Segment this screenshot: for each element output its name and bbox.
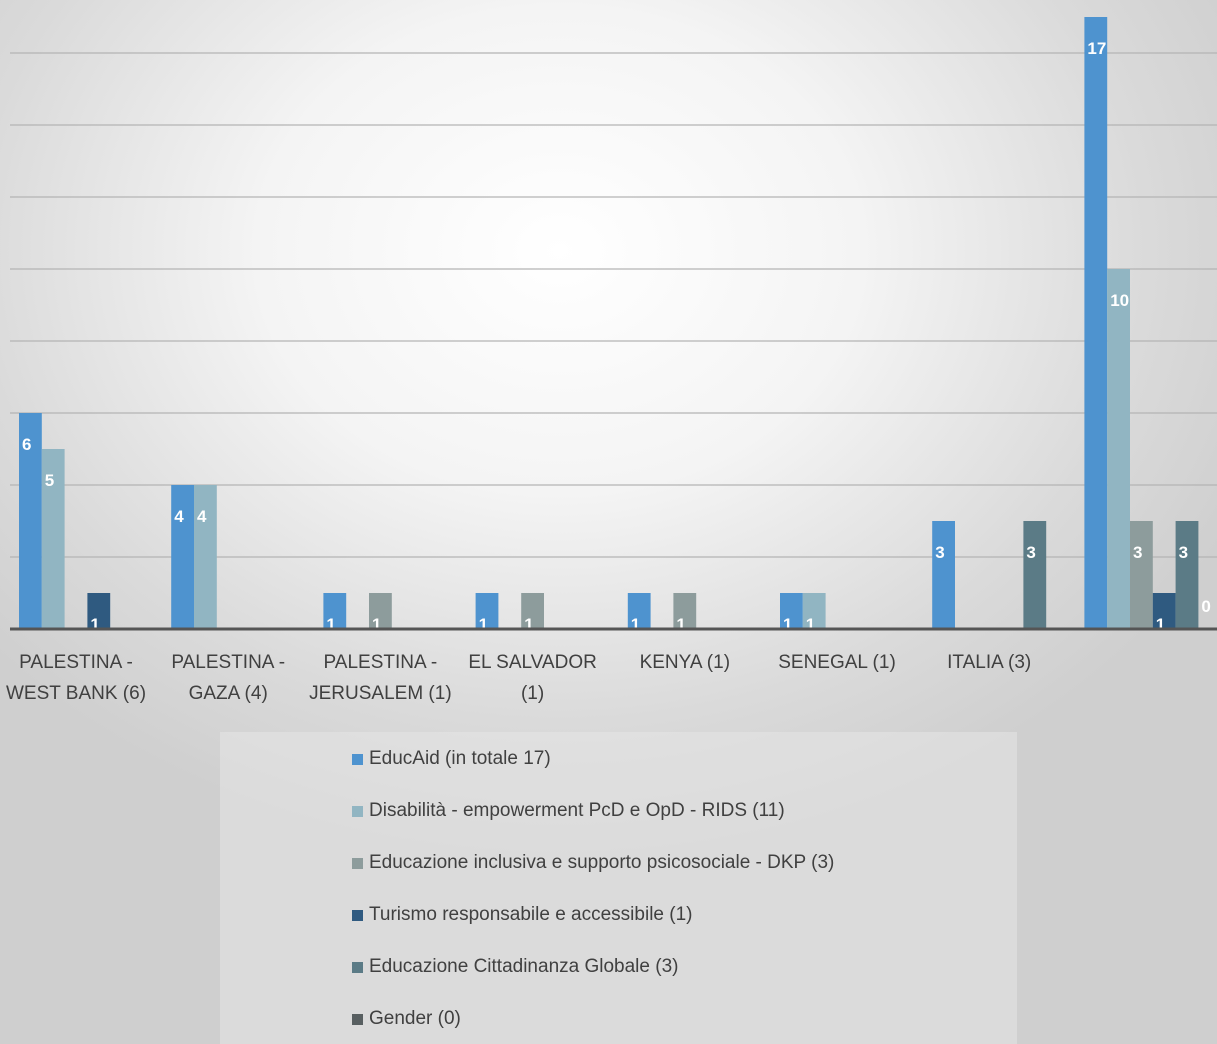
category-label: EL SALVADOR (1) <box>458 647 608 709</box>
legend-swatch <box>352 961 363 973</box>
bar <box>87 593 111 629</box>
bar <box>171 485 194 629</box>
data-label: 6 <box>22 435 31 454</box>
data-label: 10 <box>1110 291 1129 310</box>
legend-item: Educazione Cittadinanza Globale (3) <box>352 952 678 982</box>
category-label-line: EL SALVADOR <box>468 652 597 673</box>
data-label: 1 <box>326 615 335 634</box>
data-label: 1 <box>90 615 99 634</box>
gridlines <box>10 52 1217 558</box>
legend: EducAid (in totale 17) Disabilità - empow… <box>220 732 1017 1044</box>
data-label: 3 <box>935 543 944 562</box>
legend-label: Educazione inclusiva e supporto psicosoc… <box>369 852 835 873</box>
category-label: SENEGAL (1) <box>762 647 912 678</box>
legend-item: Gender (0) <box>352 1004 461 1034</box>
bar <box>1084 17 1108 629</box>
legend-item: Educazione inclusiva e supporto psicosoc… <box>352 848 834 878</box>
legend-label: Disabilità - empowerment PcD e OpD - RID… <box>369 800 785 821</box>
legend-label: Gender (0) <box>369 1008 461 1029</box>
bar <box>1130 521 1153 629</box>
data-label: 1 <box>631 615 640 634</box>
data-label: 0 <box>1201 597 1210 616</box>
category-label: KENYA (1) <box>610 647 760 678</box>
legend-swatch <box>352 857 363 869</box>
bar <box>41 449 65 629</box>
bar <box>673 593 697 629</box>
legend-label: Turismo responsabile e accessibile (1) <box>369 904 693 925</box>
legend-swatch <box>352 909 363 921</box>
category-label: PALESTINA - JERUSALEM (1) <box>305 647 455 709</box>
category-label: PALESTINA - GAZA (4) <box>153 647 303 709</box>
bar <box>1107 269 1130 629</box>
data-label: 3 <box>1133 543 1142 562</box>
data-label: 1 <box>479 615 488 634</box>
data-label: 17 <box>1087 39 1106 58</box>
bar <box>932 521 955 629</box>
category-label-line: PALESTINA - <box>323 652 438 673</box>
legend-label: Educazione Cittadinanza Globale (3) <box>369 956 679 977</box>
bar <box>194 485 217 629</box>
bar <box>475 593 499 629</box>
legend-item: Disabilità - empowerment PcD e OpD - RID… <box>352 796 785 826</box>
data-label: 1 <box>676 615 685 634</box>
bar <box>802 593 826 629</box>
category-label-line: SENEGAL (1) <box>778 652 896 673</box>
legend-swatch <box>352 1013 363 1025</box>
bar <box>19 413 42 629</box>
bar <box>1023 521 1047 629</box>
bar <box>323 593 347 629</box>
legend-label: EducAid (in totale 17) <box>369 748 551 769</box>
bar <box>780 593 803 629</box>
data-label: 4 <box>197 507 207 526</box>
category-label-line: ITALIA (3) <box>947 652 1032 673</box>
data-label: 5 <box>45 471 54 490</box>
bar <box>627 593 651 629</box>
bar <box>1152 593 1176 629</box>
category-label: ITALIA (3) <box>914 647 1064 678</box>
legend-swatch <box>352 753 363 765</box>
category-label-line: WEST BANK (6) <box>5 683 147 704</box>
data-label: 1 <box>783 615 792 634</box>
category-label-line: (1) <box>520 683 545 704</box>
bar <box>369 593 392 629</box>
bars <box>19 17 1199 629</box>
bar <box>1175 521 1199 629</box>
bar <box>521 593 544 629</box>
data-label: 1 <box>1156 615 1165 634</box>
category-label: PALESTINA - WEST BANK (6) <box>1 647 151 709</box>
category-label-line: JERUSALEM (1) <box>309 683 452 704</box>
legend-swatch <box>352 805 363 817</box>
data-label: 1 <box>806 615 815 634</box>
category-label-line: GAZA (4) <box>188 683 268 704</box>
data-label: 3 <box>1026 543 1035 562</box>
data-label: 4 <box>174 507 184 526</box>
data-label: 3 <box>1179 543 1188 562</box>
legend-item: Turismo responsabile e accessibile (1) <box>352 900 692 930</box>
category-label-line: PALESTINA - <box>19 652 133 673</box>
data-label: 1 <box>372 615 381 634</box>
data-label: 1 <box>524 615 533 634</box>
category-label-line: PALESTINA - <box>171 652 286 673</box>
category-label-line: KENYA (1) <box>639 652 731 673</box>
legend-item: EducAid (in totale 17) <box>352 744 551 774</box>
